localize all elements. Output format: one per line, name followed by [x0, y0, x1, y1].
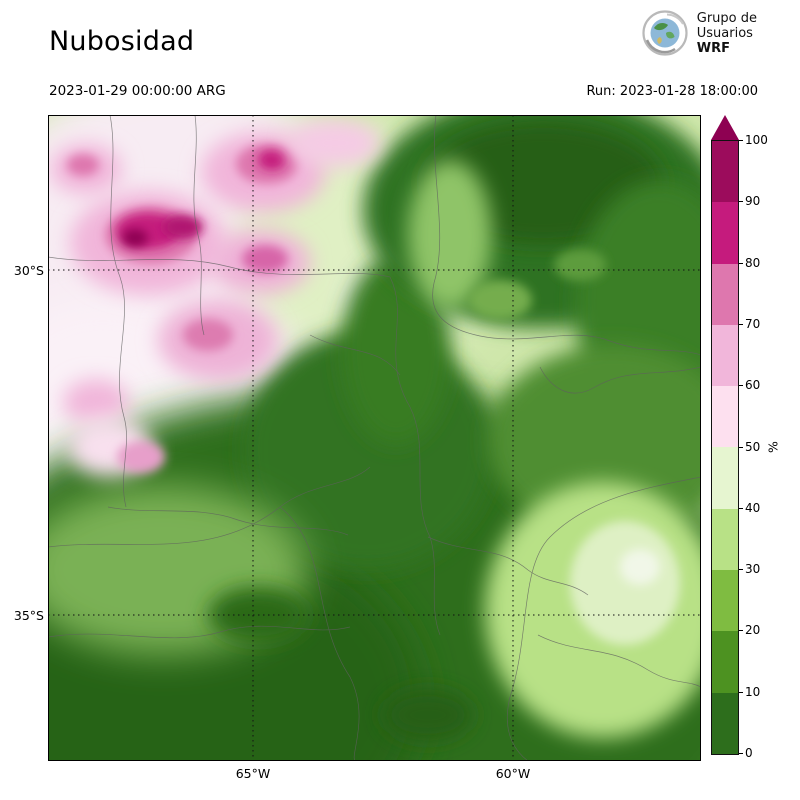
colorbar: 100 90 80 70 60 50 40 30 20 10 0 %	[711, 115, 791, 770]
colorbar-segment	[712, 570, 738, 632]
colorbar-segment	[712, 447, 738, 509]
admin-boundaries	[48, 115, 701, 761]
logo-line-2: Usuarios	[696, 25, 753, 41]
colorbar-tick-label: 60	[738, 378, 761, 393]
wrf-globe-icon	[642, 10, 688, 56]
logo-line-1: Grupo de	[696, 10, 757, 26]
colorbar-segment	[712, 692, 738, 754]
lon-tick-65w: 65°W	[235, 766, 271, 781]
graticule-lines	[48, 115, 701, 761]
colorbar-tick-label: 70	[738, 316, 761, 331]
colorbar-body	[711, 140, 739, 755]
lat-tick-30s: 30°S	[13, 263, 44, 278]
colorbar-segment	[712, 263, 738, 325]
run-time-label: Run: 2023-01-28 18:00:00	[586, 84, 758, 99]
colorbar-tick-label: 50	[738, 439, 761, 454]
colorbar-tick-label: 90	[738, 194, 761, 209]
cloud-cover-map	[48, 115, 701, 761]
map-border	[48, 115, 701, 761]
colorbar-segment	[712, 386, 738, 448]
colorbar-over-arrow	[711, 115, 739, 140]
valid-time-label: 2023-01-29 00:00:00 ARG	[49, 83, 226, 99]
colorbar-tick-label: 100	[739, 133, 768, 147]
page-title: Nubosidad	[49, 26, 195, 57]
colorbar-tick-label: 0	[739, 746, 753, 760]
colorbar-segment	[712, 141, 738, 203]
map-area	[48, 115, 701, 761]
lon-tick-60w: 60°W	[495, 766, 531, 781]
logo-line-wrf: WRF	[696, 40, 730, 56]
logo-text: Grupo de Usuarios WRF	[697, 11, 757, 56]
colorbar-unit-label: %	[765, 441, 781, 453]
colorbar-ticks: 100 90 80 70 60 50 40 30 20 10 0	[738, 133, 775, 760]
lat-tick-35s: 35°S	[13, 608, 44, 623]
colorbar-tick-label: 10	[738, 684, 761, 699]
colorbar-segment	[712, 202, 738, 264]
colorbar-tick-label: 80	[738, 255, 761, 270]
wrf-logo: Grupo de Usuarios WRF	[642, 10, 757, 56]
colorbar-tick-label: 20	[738, 623, 761, 638]
colorbar-segment	[712, 508, 738, 571]
colorbar-segment	[712, 631, 738, 693]
colorbar-tick-label: 40	[738, 500, 761, 515]
colorbar-segment	[712, 324, 738, 387]
colorbar-tick-label: 30	[738, 562, 761, 577]
